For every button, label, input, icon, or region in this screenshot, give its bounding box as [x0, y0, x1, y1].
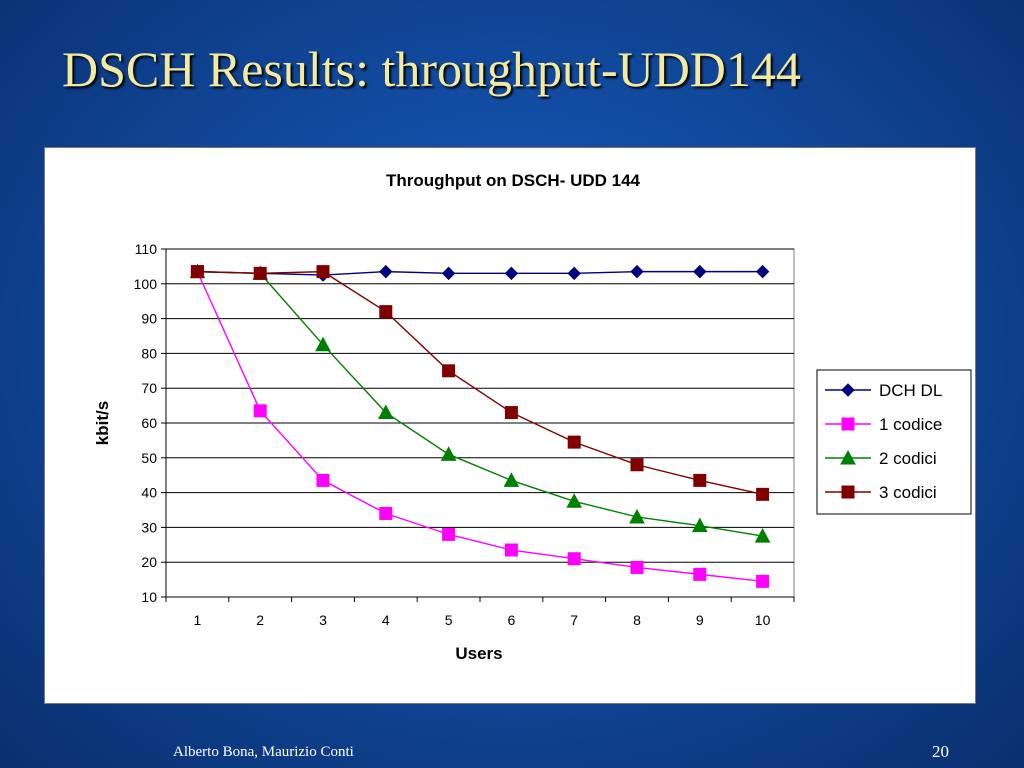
data-point-2-codici — [754, 528, 771, 543]
data-point-dch-dl — [504, 266, 519, 281]
data-point-dch-dl — [630, 264, 644, 279]
data-point-2-codici — [691, 517, 708, 533]
data-point-3-codici — [379, 305, 393, 319]
x-tick-label: 3 — [319, 612, 327, 628]
data-point-dch-dl — [567, 266, 581, 281]
data-point-1-codice — [316, 473, 330, 487]
data-point-dch-dl — [755, 264, 770, 279]
y-tick-label: 10 — [141, 589, 157, 605]
data-point-dch-dl — [379, 264, 393, 279]
data-point-2-codici — [315, 336, 331, 352]
data-point-dch-dl — [441, 266, 456, 281]
series-line-3-codici — [197, 270, 763, 496]
y-axis-label: kbit/s — [93, 401, 112, 445]
y-tick-label: 60 — [141, 415, 157, 431]
data-point-3-codici — [316, 265, 330, 279]
legend-label-2-codici: 2 codici — [879, 449, 937, 468]
throughput-chart: Throughput on DSCH- UDD 144 10 20 30 40 50 60… — [93, 171, 972, 663]
plot-area: 10 20 30 40 50 60 70 80 90 100 110 1 2 3 4 5 6 7 8 9 10 — [134, 241, 795, 628]
data-point-1-codice — [693, 567, 707, 581]
data-point-1-codice — [630, 560, 644, 574]
data-point-dch-dl — [693, 264, 707, 279]
data-point-3-codici — [630, 458, 644, 472]
data-point-3-codici — [693, 473, 707, 487]
data-point-2-codici — [440, 446, 457, 461]
y-tick-label: 30 — [141, 519, 157, 535]
data-point-1-codice — [442, 527, 456, 541]
x-tick-label: 8 — [633, 612, 641, 628]
chart-frame: Throughput on DSCH- UDD 144 10 20 30 40 50 60… — [44, 147, 976, 704]
data-point-3-codici — [756, 487, 770, 501]
data-point-1-codice — [567, 552, 581, 566]
data-point-3-codici — [504, 406, 518, 420]
chart-legend: DCH DL 1 codice 2 codici 3 codici — [816, 369, 972, 515]
y-tick-label: 110 — [135, 241, 158, 257]
x-tick-label: 7 — [570, 612, 578, 628]
slide-title: DSCH Results: throughput-UDD144 — [62, 41, 801, 97]
x-tick-label: 1 — [194, 612, 202, 628]
x-tick-label: 9 — [696, 612, 704, 628]
y-tick-label: 40 — [141, 485, 157, 501]
footer-author: Alberto Bona, Maurizio Conti — [173, 744, 354, 760]
data-point-3-codici — [442, 364, 456, 378]
x-tick-label: 6 — [508, 612, 516, 628]
series-line-dch-dl — [197, 270, 763, 276]
legend-marker-3-codici — [841, 485, 855, 499]
data-point-1-codice — [756, 574, 770, 588]
y-tick-label: 90 — [141, 311, 157, 327]
data-point-2-codici — [629, 508, 645, 524]
x-tick-label: 4 — [382, 612, 390, 628]
x-axis-label: Users — [455, 644, 502, 663]
data-point-1-codice — [379, 506, 393, 520]
x-tick-label: 2 — [256, 612, 264, 628]
data-point-3-codici — [253, 266, 267, 280]
series-line-1-codice — [196, 271, 763, 583]
data-point-1-codice — [504, 543, 518, 557]
series-line-2-codici — [197, 270, 763, 537]
y-tick-label: 20 — [141, 554, 157, 570]
chart-title: Throughput on DSCH- UDD 144 — [386, 171, 641, 190]
legend-label-dch-dl: DCH DL — [879, 381, 942, 400]
y-tick-label: 70 — [141, 380, 157, 396]
data-point-2-codici — [566, 493, 583, 508]
data-point-2-codici — [377, 404, 394, 420]
y-tick-label: 50 — [141, 450, 157, 466]
legend-label-3-codici: 3 codici — [879, 483, 937, 502]
legend-marker-2-codici — [840, 449, 856, 465]
x-tick-label: 10 — [755, 612, 771, 628]
legend-marker-1-codice — [841, 417, 855, 431]
y-tick-label: 100 — [134, 276, 158, 292]
y-tick-label: 80 — [141, 345, 157, 361]
legend-label-1-codice: 1 codice — [879, 415, 942, 434]
data-point-2-codici — [503, 472, 520, 487]
data-point-1-codice — [253, 404, 267, 418]
x-tick-label: 5 — [445, 612, 453, 628]
legend-marker-dch-dl — [841, 383, 855, 397]
page-number: 20 — [932, 742, 949, 761]
data-point-3-codici — [567, 435, 581, 449]
data-point-3-codici — [190, 265, 204, 279]
